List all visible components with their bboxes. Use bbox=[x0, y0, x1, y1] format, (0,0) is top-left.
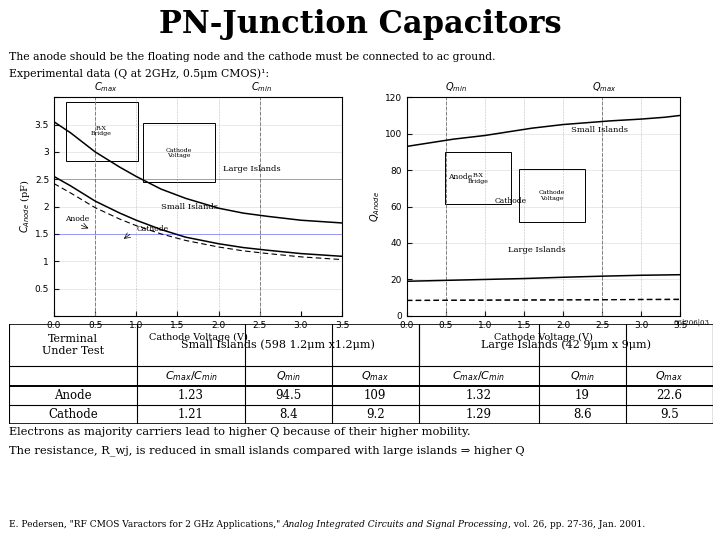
Text: Anode: Anode bbox=[448, 173, 472, 181]
Text: $Q_{max}$: $Q_{max}$ bbox=[361, 369, 389, 383]
Text: $C_{max}$: $C_{max}$ bbox=[94, 80, 117, 94]
Text: Cathode
Voltage: Cathode Voltage bbox=[539, 190, 565, 201]
Text: 19: 19 bbox=[575, 389, 590, 402]
Text: Large Islands: Large Islands bbox=[222, 165, 280, 173]
Text: $Q_{min}$: $Q_{min}$ bbox=[445, 80, 467, 94]
Text: Large Islands: Large Islands bbox=[508, 246, 566, 254]
Text: E. Pedersen, "RF CMOS Varactors for 2 GHz Applications,": E. Pedersen, "RF CMOS Varactors for 2 GH… bbox=[9, 521, 283, 529]
Text: $Q_{min}$: $Q_{min}$ bbox=[570, 369, 595, 383]
Text: PN-Junction Capacitors: PN-Junction Capacitors bbox=[158, 9, 562, 40]
Text: Small Islands (598 1.2μm x1.2μm): Small Islands (598 1.2μm x1.2μm) bbox=[181, 340, 375, 350]
Text: Cathode: Cathode bbox=[48, 408, 98, 421]
Text: Analog Integrated Circuits and Signal Processing: Analog Integrated Circuits and Signal Pr… bbox=[283, 521, 508, 529]
Y-axis label: $Q_{Anode}$: $Q_{Anode}$ bbox=[368, 191, 382, 222]
Text: $Q_{max}$: $Q_{max}$ bbox=[592, 80, 616, 94]
X-axis label: Cathode Voltage (V): Cathode Voltage (V) bbox=[148, 333, 248, 342]
Text: Terminal
Under Test: Terminal Under Test bbox=[42, 334, 104, 356]
Text: The resistance, R_wj, is reduced in small islands compared with large islands ⇒ : The resistance, R_wj, is reduced in smal… bbox=[9, 446, 524, 456]
Text: $C_{min}$: $C_{min}$ bbox=[251, 80, 272, 94]
Text: Anode: Anode bbox=[65, 215, 89, 224]
Text: $Q_{min}$: $Q_{min}$ bbox=[276, 369, 301, 383]
Y-axis label: $C_{Anode}$ (pF): $C_{Anode}$ (pF) bbox=[18, 180, 32, 233]
Text: Small Islands: Small Islands bbox=[161, 203, 218, 211]
Text: Electrons as majority carriers lead to higher Q because of their higher mobility: Electrons as majority carriers lead to h… bbox=[9, 427, 470, 437]
Text: $C_{max}/C_{min}$: $C_{max}/C_{min}$ bbox=[165, 369, 217, 383]
Text: R-X
Bridge: R-X Bridge bbox=[467, 173, 488, 184]
Text: 1.21: 1.21 bbox=[178, 408, 204, 421]
Text: Cathode: Cathode bbox=[495, 197, 526, 205]
Text: 06|206|03: 06|206|03 bbox=[673, 319, 709, 327]
Text: 9.2: 9.2 bbox=[366, 408, 384, 421]
Text: 1.29: 1.29 bbox=[466, 408, 492, 421]
Text: 1.32: 1.32 bbox=[466, 389, 492, 402]
Text: $Q_{max}$: $Q_{max}$ bbox=[655, 369, 683, 383]
Text: Cathode: Cathode bbox=[136, 225, 168, 233]
Text: The anode should be the floating node and the cathode must be connected to ac gr: The anode should be the floating node an… bbox=[9, 52, 495, 62]
Text: 9.5: 9.5 bbox=[660, 408, 679, 421]
Text: Anode: Anode bbox=[54, 389, 91, 402]
Text: 109: 109 bbox=[364, 389, 387, 402]
Text: 22.6: 22.6 bbox=[657, 389, 683, 402]
Text: Cathode
Voltage: Cathode Voltage bbox=[166, 147, 192, 158]
Text: Small Islands: Small Islands bbox=[571, 126, 628, 134]
Text: $C_{max}/C_{min}$: $C_{max}/C_{min}$ bbox=[452, 369, 505, 383]
Text: 94.5: 94.5 bbox=[275, 389, 302, 402]
Text: , vol. 26, pp. 27-36, Jan. 2001.: , vol. 26, pp. 27-36, Jan. 2001. bbox=[508, 521, 646, 529]
Text: Large Islands (42 9μm x 9μm): Large Islands (42 9μm x 9μm) bbox=[481, 340, 651, 350]
X-axis label: Cathode Voltage (V): Cathode Voltage (V) bbox=[494, 333, 593, 342]
Text: Experimental data (Q at 2GHz, 0.5μm CMOS)¹:: Experimental data (Q at 2GHz, 0.5μm CMOS… bbox=[9, 69, 269, 79]
Text: R-X
Bridge: R-X Bridge bbox=[91, 126, 112, 137]
Text: 8.4: 8.4 bbox=[279, 408, 297, 421]
Text: 1.23: 1.23 bbox=[178, 389, 204, 402]
Text: 8.6: 8.6 bbox=[573, 408, 592, 421]
